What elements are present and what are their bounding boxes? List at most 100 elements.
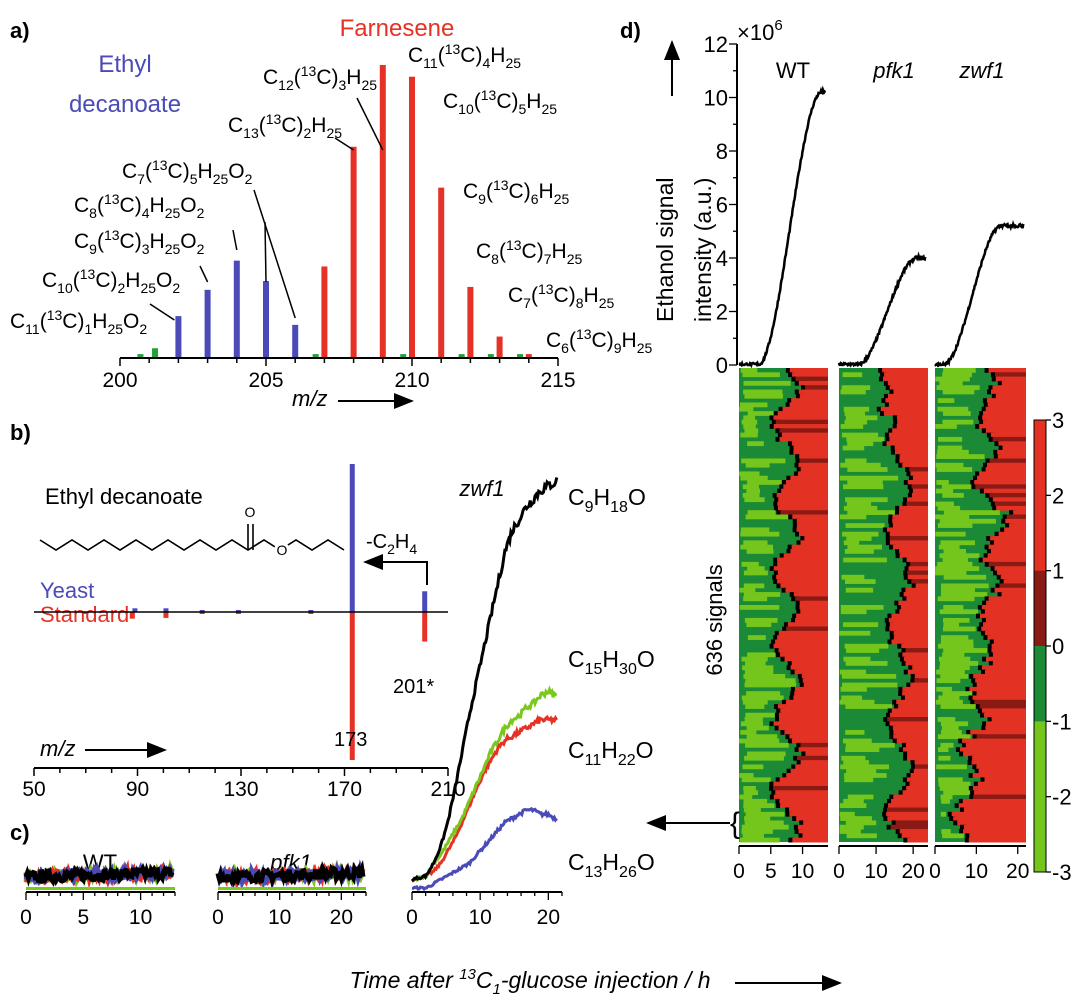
- hm-cell: [775, 777, 782, 783]
- heatmap-brace: {: [730, 807, 740, 840]
- heatmap-label: 636 signals: [702, 564, 727, 675]
- panel-a-label: a): [10, 18, 30, 43]
- hm-cell: [985, 458, 990, 464]
- hm-cell: [778, 712, 828, 718]
- hm-cell: [981, 626, 1026, 632]
- bar-green-6: [517, 354, 524, 357]
- panel-c-plots: 0 5 10 0 10 20 0 10 20: [20, 477, 563, 929]
- hm-cell: [840, 605, 884, 610]
- ethyl-decanoate-structure: [39, 539, 345, 551]
- hm-cell: [781, 488, 828, 494]
- hm-cell: [943, 574, 987, 580]
- hm-cell: [886, 811, 928, 817]
- hm-cell: [990, 548, 1026, 554]
- hm-cell: [992, 652, 1026, 658]
- yeast-bar-129: [235, 610, 241, 612]
- hm-cell: [741, 824, 789, 830]
- hm-cell: [895, 553, 902, 559]
- hm-cell: [902, 747, 928, 753]
- hm-cell: [903, 497, 909, 503]
- hm-cell: [883, 393, 891, 399]
- hm-cell: [775, 790, 828, 796]
- panel-a-ticklabel-200: 200: [102, 369, 137, 392]
- hm-cell: [798, 389, 828, 395]
- hm-cell: [777, 411, 828, 416]
- panel-d-xticklabel-0-5: 5: [765, 860, 777, 883]
- hm-cell: [777, 488, 785, 494]
- panel-b-ticklabel-170: 170: [327, 778, 362, 801]
- hm-cell: [976, 734, 1026, 740]
- colorbar-segment-2: [1034, 570, 1046, 647]
- yeast-bar-157: [308, 610, 314, 612]
- hm-cell: [984, 544, 990, 550]
- hm-cell: [744, 816, 771, 821]
- hm-cell: [740, 544, 773, 550]
- hm-cell: [845, 415, 878, 421]
- colorbar-ticklabel-6: -3: [1052, 860, 1072, 885]
- hm-cell: [791, 617, 796, 623]
- hm-cell: [942, 557, 969, 563]
- hm-cell: [743, 592, 781, 597]
- hm-cell: [985, 406, 1026, 412]
- hm-cell: [789, 592, 797, 597]
- hm-cell: [953, 816, 1026, 821]
- hm-cell: [895, 820, 928, 826]
- hm-cell: [936, 686, 952, 692]
- hm-cell: [977, 475, 1026, 481]
- hm-cell: [985, 725, 1026, 731]
- hm-cell: [991, 648, 1026, 653]
- hm-cell: [968, 773, 975, 778]
- hm-cell: [889, 544, 896, 550]
- panel-b-label: b): [10, 420, 31, 445]
- hm-cell: [996, 574, 1003, 580]
- hm-cell: [788, 372, 795, 378]
- hm-cell: [795, 393, 803, 399]
- hm-cell: [883, 807, 889, 813]
- hm-cell: [783, 553, 828, 559]
- hm-cell: [802, 678, 828, 684]
- hm-cell: [903, 592, 928, 597]
- hm-cell: [795, 376, 828, 382]
- hm-cell: [966, 729, 972, 735]
- hm-cell: [785, 402, 791, 408]
- hm-cell: [741, 656, 768, 662]
- hm-cell: [969, 673, 977, 679]
- hm-cell: [769, 721, 776, 727]
- hm-cell: [941, 725, 959, 731]
- hm-cell: [902, 686, 928, 692]
- hm-cell: [785, 811, 792, 817]
- hm-cell: [893, 635, 928, 640]
- hm-cell: [790, 768, 828, 774]
- hm-cell: [903, 574, 910, 580]
- hm-cell: [887, 708, 894, 714]
- hm-cell: [992, 497, 1026, 503]
- hm-cell: [914, 678, 928, 684]
- hm-cell: [905, 648, 928, 653]
- hm-cell: [774, 712, 783, 718]
- hm-cell: [889, 531, 928, 537]
- hm-cell: [980, 712, 986, 718]
- bar-green-0: [137, 354, 144, 357]
- hm-cell: [975, 678, 1026, 684]
- hm-cell: [990, 432, 1026, 438]
- hm-cell: [743, 803, 775, 809]
- hm-cell: [991, 393, 999, 399]
- hm-cell: [936, 467, 973, 472]
- hm-cell: [974, 768, 980, 774]
- hm-cell: [775, 419, 828, 425]
- hm-cell: [842, 445, 865, 451]
- hm-cell: [800, 536, 806, 541]
- hm-cell: [903, 755, 908, 761]
- hm-cell: [800, 760, 828, 765]
- hm-cell: [882, 527, 889, 533]
- hm-cell: [798, 829, 828, 834]
- hm-cell: [878, 376, 885, 382]
- hm-cell: [800, 609, 828, 615]
- hm-cell: [983, 553, 991, 559]
- panel-a-x-axis: 200 205 210 215: [102, 357, 576, 392]
- hm-cell: [979, 704, 1026, 709]
- standard-bar-70: [83, 612, 89, 614]
- hm-cell: [901, 742, 908, 748]
- hm-cell: [795, 596, 828, 602]
- hm-cell: [798, 462, 828, 468]
